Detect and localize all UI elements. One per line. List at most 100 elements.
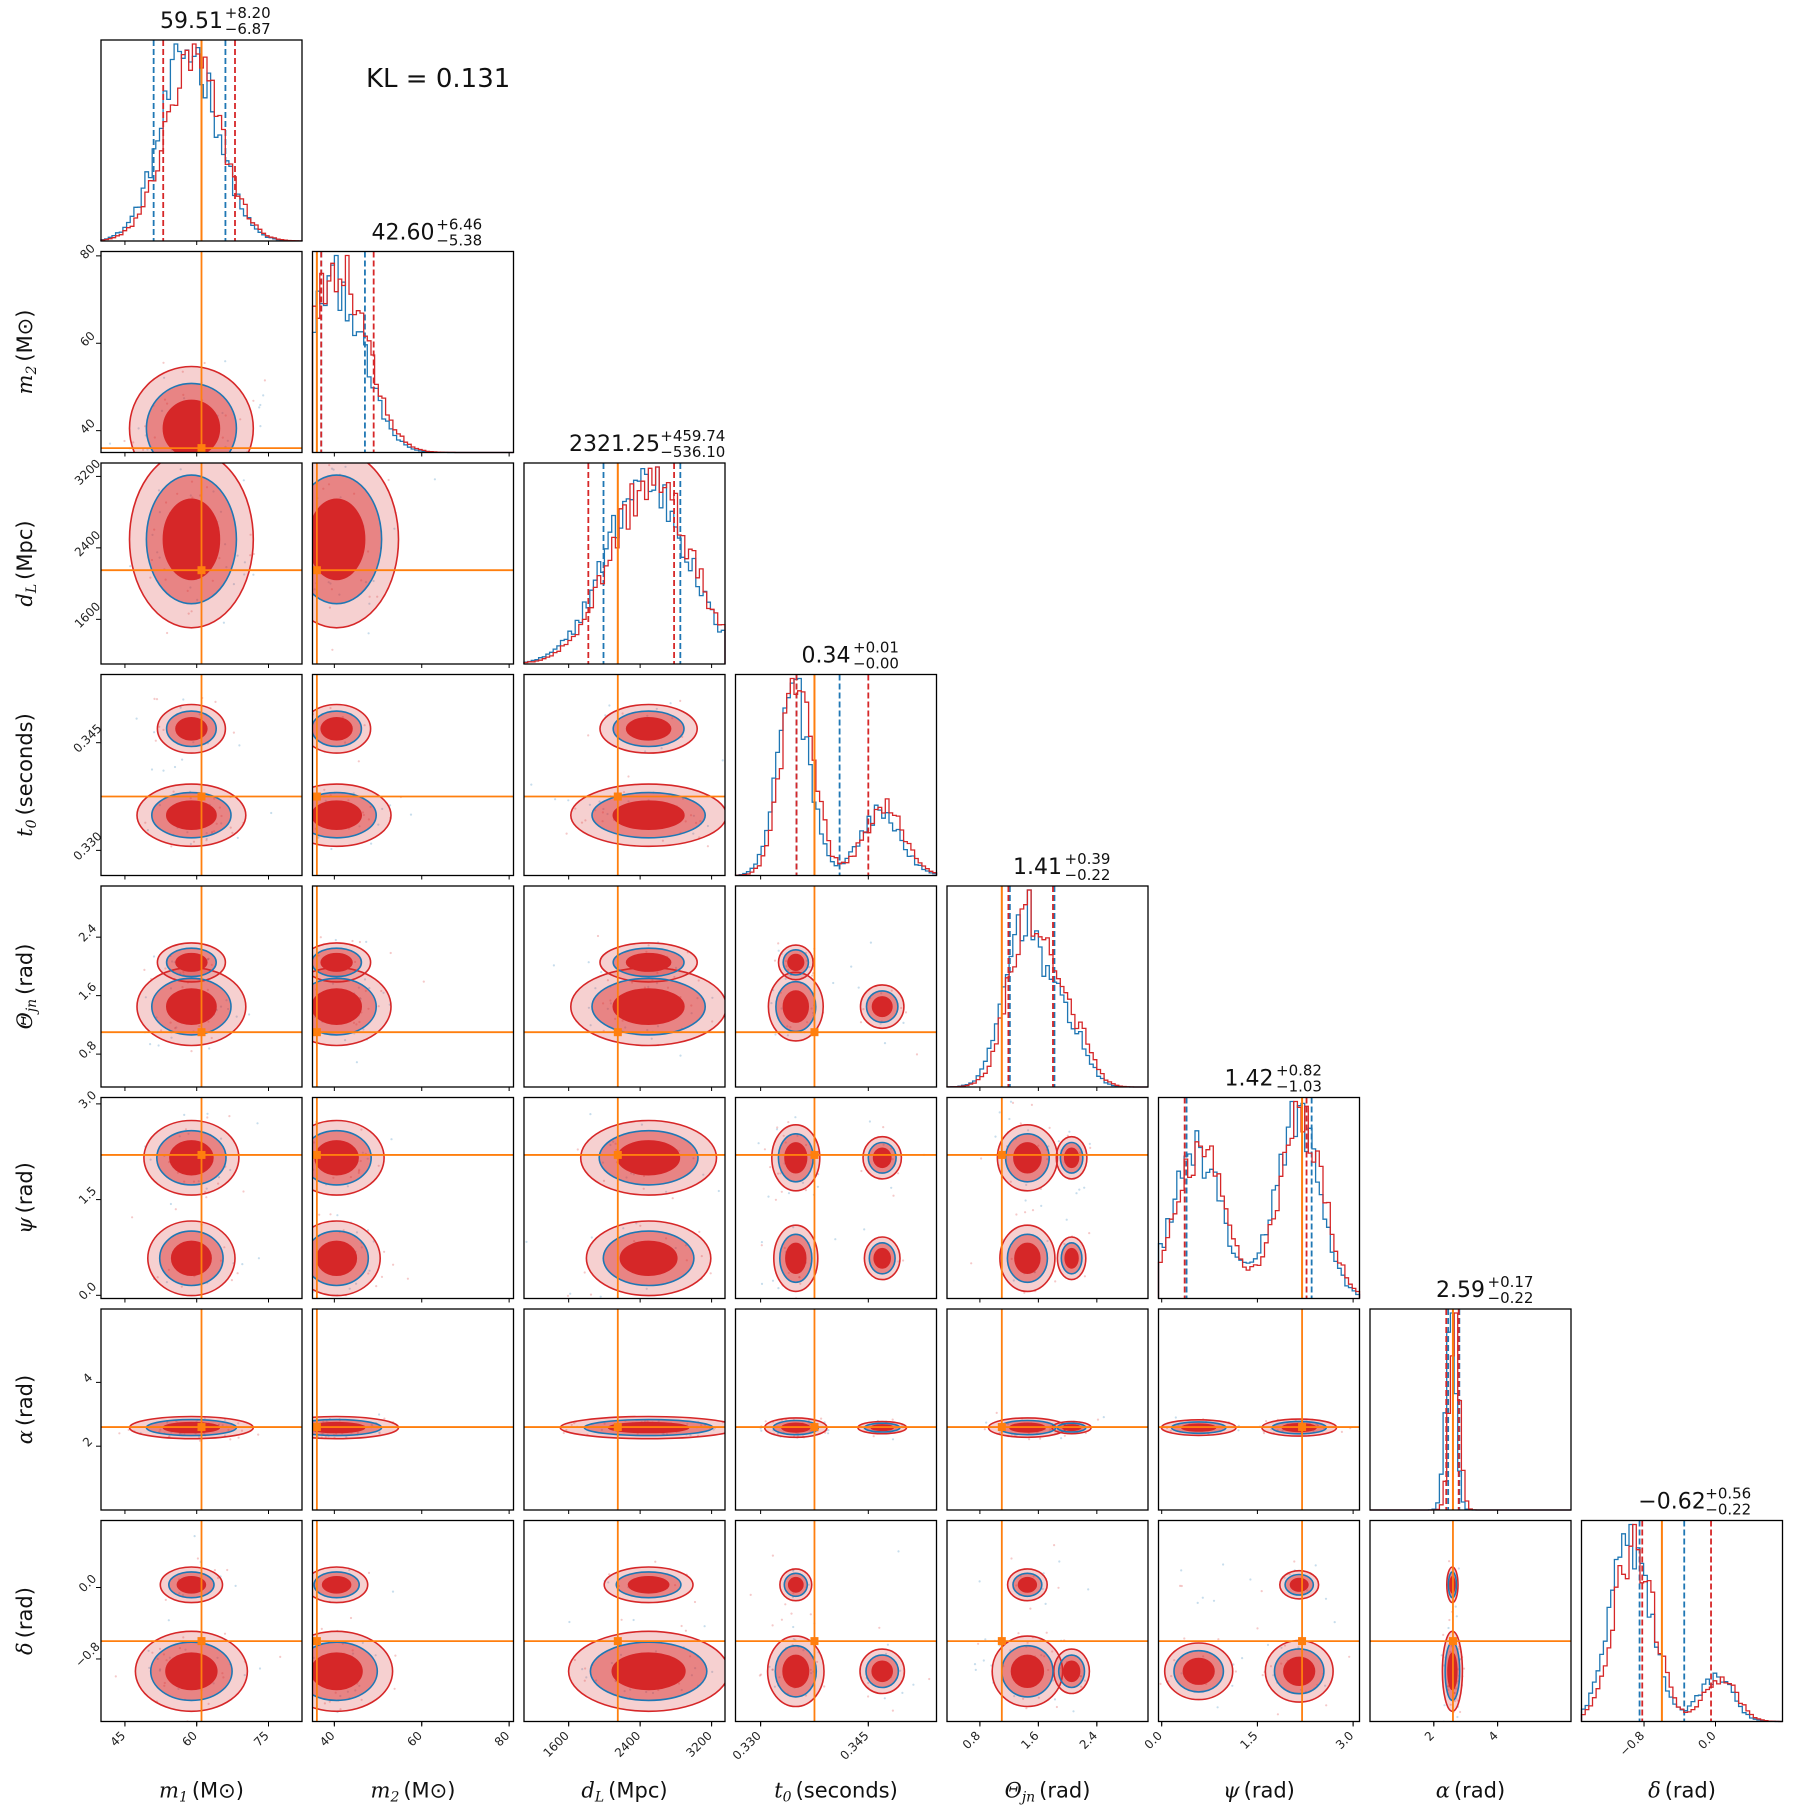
- scatter-point: [339, 1708, 342, 1711]
- contour-level-2: [316, 1240, 358, 1277]
- scatter-point: [774, 1198, 778, 1201]
- scatter-point: [1180, 1584, 1183, 1588]
- scatter-point: [775, 1128, 779, 1131]
- y-tick-label: 3.0: [76, 1088, 99, 1111]
- scatter-point: [650, 1037, 653, 1040]
- x-tick-label: 1.5: [1237, 1729, 1260, 1752]
- scatter-point: [868, 1120, 872, 1123]
- scatter-point: [679, 699, 682, 703]
- scatter-point: [164, 578, 167, 581]
- scatter-point: [1072, 1710, 1075, 1713]
- scatter-point: [177, 1687, 180, 1690]
- scatter-point: [162, 361, 165, 364]
- scatter-point: [213, 797, 216, 800]
- scatter-point: [1013, 1695, 1016, 1698]
- hist-panel-theta: 1.41 +0.39−0.22: [946, 850, 1149, 1088]
- scatter-point: [1063, 1242, 1066, 1246]
- scatter-point: [892, 1194, 895, 1197]
- scatter-point: [308, 525, 310, 527]
- scatter-point: [1032, 1575, 1035, 1578]
- scatter-point: [206, 958, 210, 961]
- scatter-point: [565, 1428, 568, 1432]
- scatter-point: [1183, 1637, 1186, 1640]
- scatter-point: [213, 1569, 216, 1572]
- scatter-point: [655, 982, 659, 985]
- scatter-point: [330, 847, 333, 851]
- panel-frame: [311, 1519, 515, 1723]
- scatter-point: [179, 972, 182, 975]
- scatter-point: [1087, 1588, 1090, 1591]
- contour-level-2: [787, 953, 805, 972]
- truth-marker: [1298, 1423, 1307, 1432]
- scatter-point: [190, 480, 194, 483]
- scatter-point: [1026, 1641, 1029, 1644]
- scatter-point: [304, 522, 306, 524]
- scatter-point: [1232, 1663, 1235, 1666]
- x-tick-label: 3200: [683, 1729, 714, 1760]
- kl-annotation: KL = 0.131: [366, 64, 511, 94]
- scatter-point: [320, 1627, 323, 1630]
- scatter-point: [1014, 1330, 1016, 1332]
- scatter-point: [152, 955, 156, 958]
- scatter-point: [306, 1429, 308, 1431]
- scatter-point: [530, 783, 533, 786]
- scatter-point: [221, 1672, 224, 1675]
- scatter-point: [594, 809, 597, 812]
- scatter-point: [902, 1259, 905, 1262]
- scatter-point: [359, 1159, 362, 1163]
- scatter-point: [263, 379, 266, 382]
- hist-panel-psi: 1.42 +0.82−1.03: [1157, 1062, 1361, 1300]
- scatter-point: [834, 1238, 837, 1241]
- truth-marker: [197, 1637, 206, 1646]
- scatter-point: [323, 788, 326, 791]
- scatter-point: [358, 1684, 361, 1687]
- scatter-point: [1078, 1188, 1081, 1191]
- contour-level-2: [782, 1654, 810, 1689]
- scatter-point: [227, 1428, 230, 1431]
- truth-marker: [1448, 1637, 1457, 1646]
- contour-level-2: [782, 990, 809, 1023]
- hist-red-delta: [1580, 1523, 1783, 1723]
- scatter-point: [318, 1213, 321, 1216]
- scatter-point: [1025, 1707, 1028, 1710]
- scatter-point: [259, 403, 262, 407]
- panel-frame: [100, 673, 303, 877]
- scatter-point: [142, 448, 145, 451]
- scatter-point: [163, 1684, 166, 1687]
- truth-marker: [312, 1150, 321, 1159]
- scatter-point: [760, 1282, 764, 1285]
- scatter-point: [570, 1423, 573, 1426]
- contour-level-2: [625, 717, 672, 741]
- scatter-point: [741, 795, 743, 797]
- scatter-point: [646, 1028, 649, 1032]
- hist-title-plus-m2: +6.46: [436, 216, 482, 234]
- scatter-point: [331, 648, 334, 651]
- scatter-point: [654, 1650, 658, 1653]
- scatter-point: [567, 799, 570, 802]
- y-axis-label-dL: dL(Mpc): [13, 520, 40, 606]
- scatter-point: [651, 979, 654, 982]
- scatter-point: [225, 566, 228, 569]
- scatter-point: [174, 1027, 177, 1030]
- scatter-point: [703, 1625, 706, 1628]
- scatter-point: [168, 1656, 171, 1659]
- y-axis-psi: 0.0 1.5 3.0 ψ(rad): [13, 1088, 101, 1303]
- scatter-point: [213, 830, 216, 833]
- scatter-point: [625, 1176, 628, 1179]
- scatter-point: [306, 999, 308, 1001]
- scatter-point: [324, 799, 327, 803]
- scatter-point: [624, 1026, 627, 1029]
- scatter-point: [158, 804, 161, 807]
- contour-level-2: [312, 800, 362, 830]
- scatter-point: [1333, 1621, 1336, 1624]
- scatter-point: [1042, 1572, 1045, 1575]
- scatter-point: [220, 1137, 223, 1140]
- scatter-point: [621, 1019, 624, 1022]
- scatter-point: [1040, 1204, 1043, 1207]
- scatter-point: [777, 942, 780, 945]
- contour-level-2: [1182, 1657, 1215, 1685]
- scatter-point: [897, 1172, 900, 1175]
- scatter-point: [1196, 1601, 1199, 1604]
- scatter-point: [378, 1431, 381, 1434]
- scatter-point: [1057, 1586, 1060, 1589]
